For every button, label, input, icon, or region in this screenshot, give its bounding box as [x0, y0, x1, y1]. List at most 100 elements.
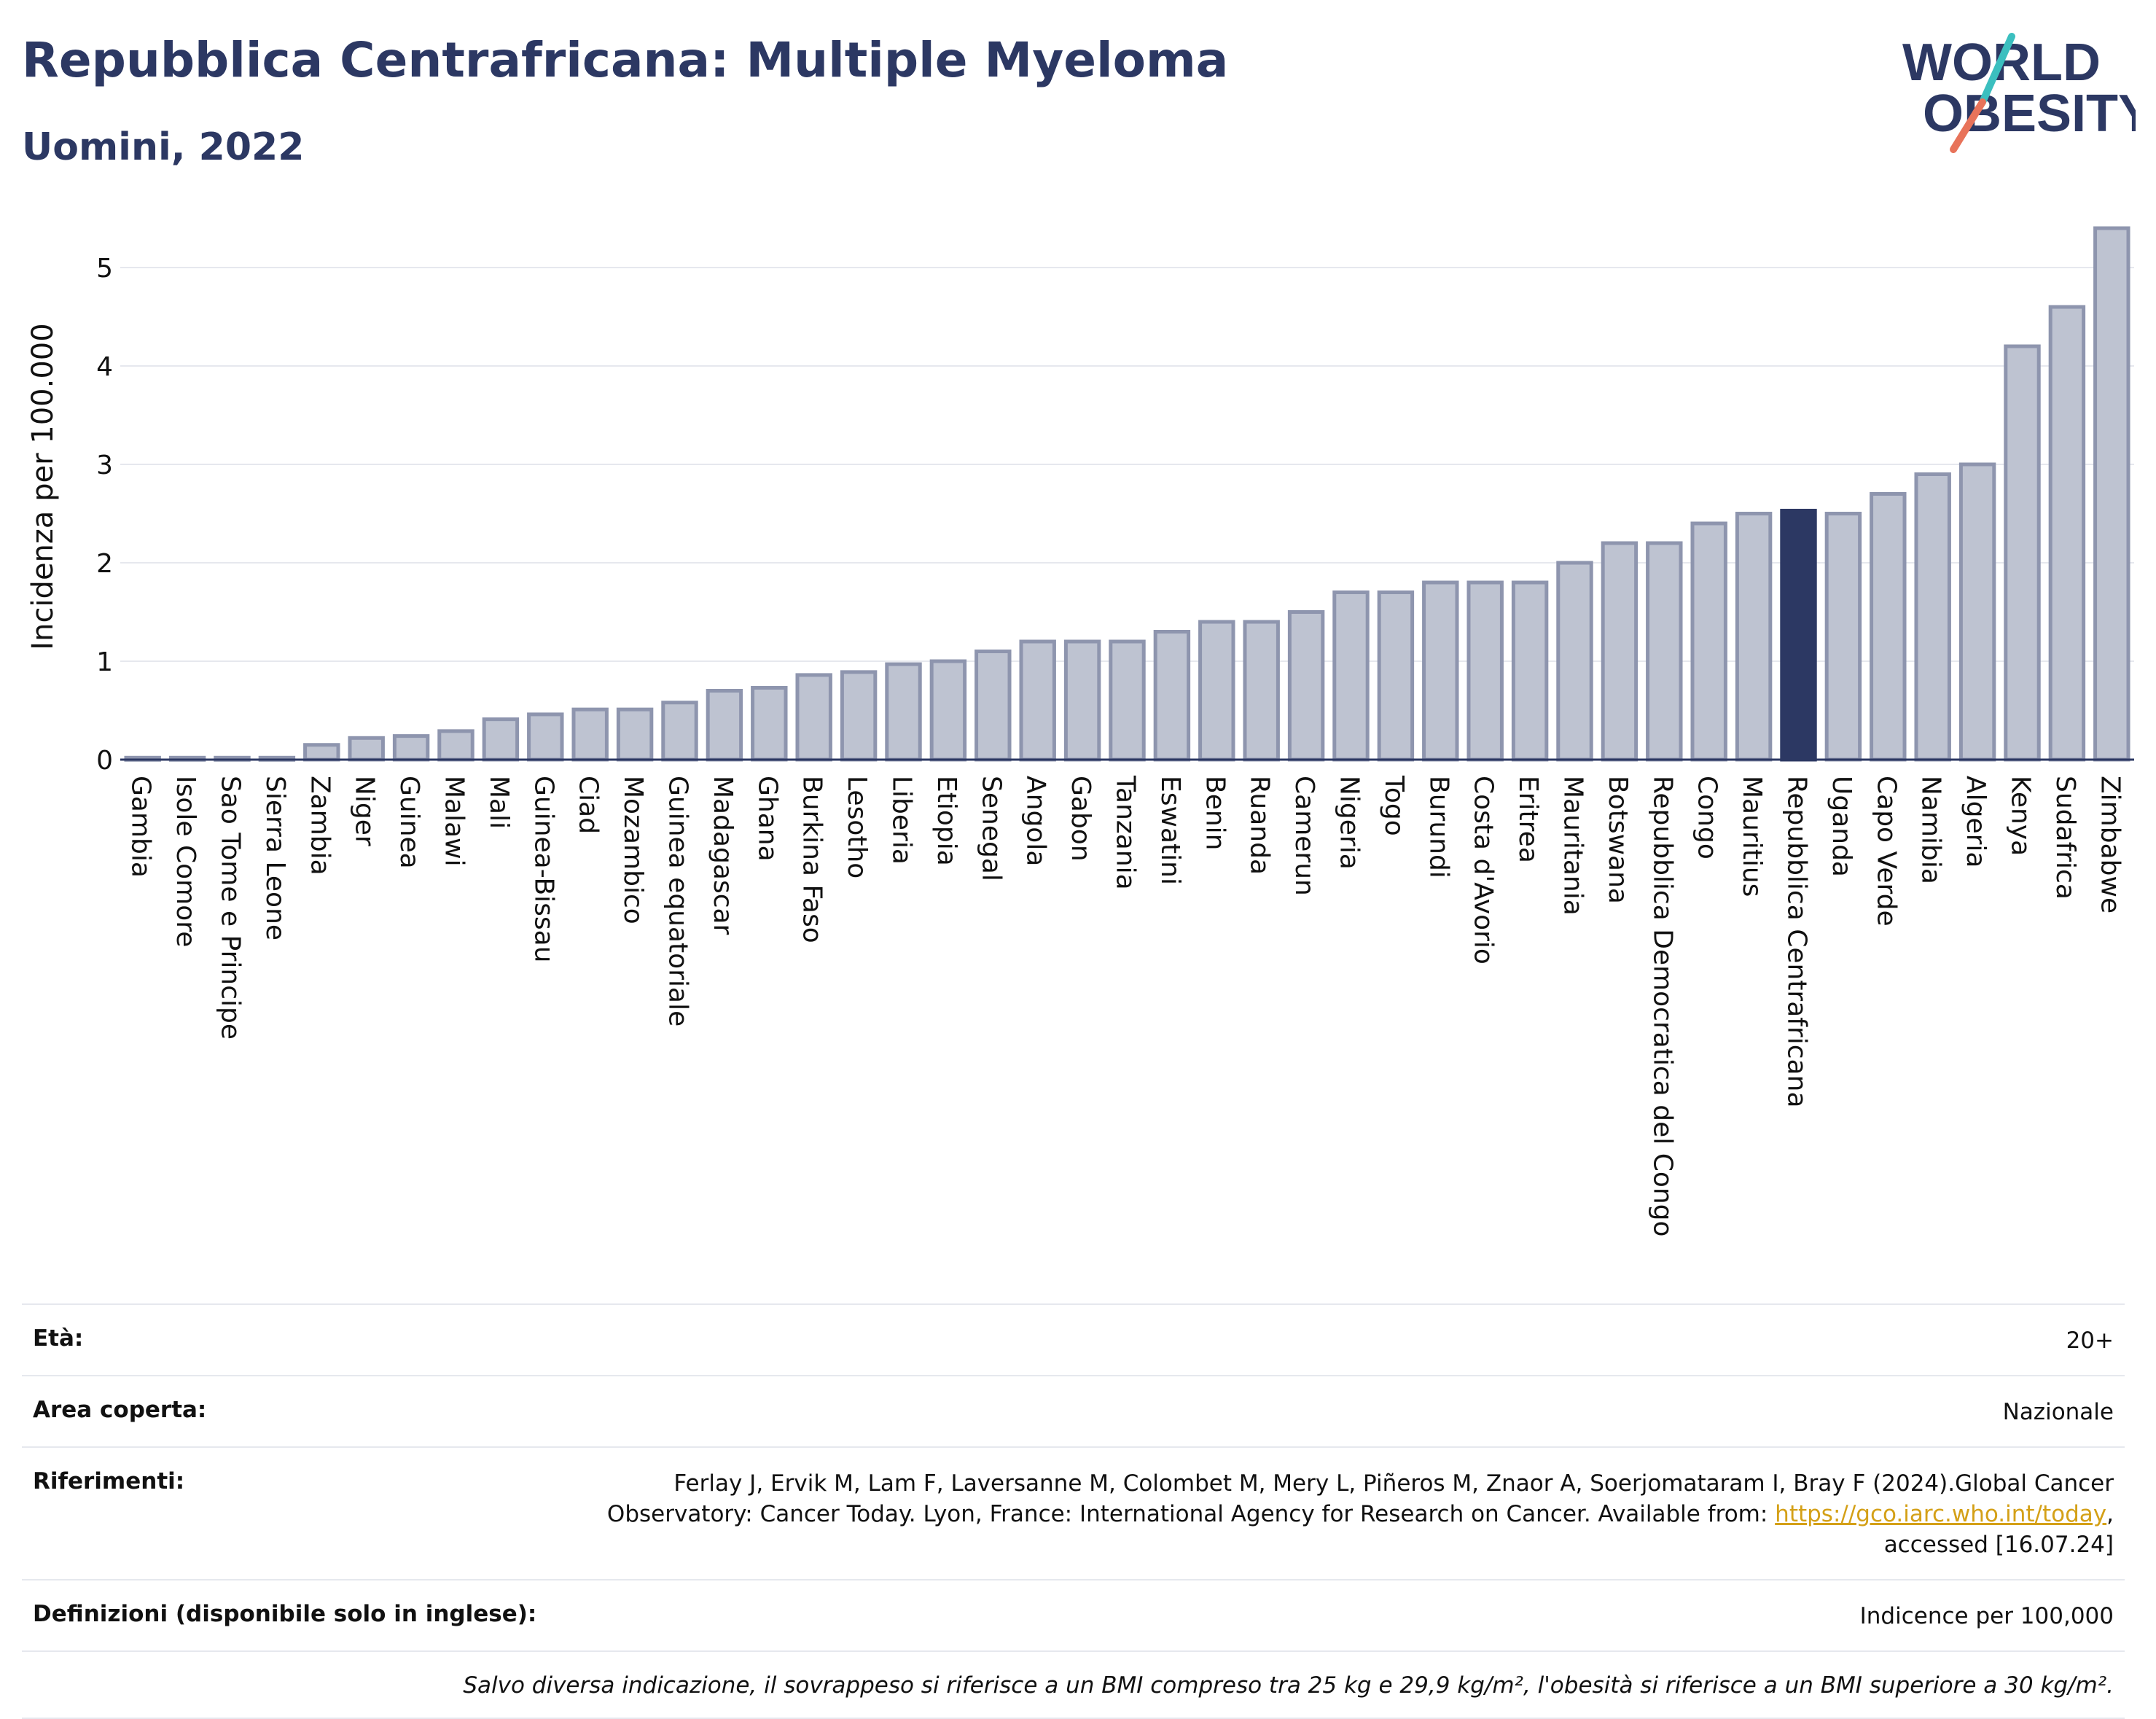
bar — [661, 701, 698, 762]
info-row-definitions: Definizioni (disponibile solo in inglese… — [22, 1579, 2125, 1650]
x-tick-label: Camerun — [1289, 776, 1319, 896]
x-axis-labels: Gambia Isole Comore Sao Tome e Principe Sie… — [126, 775, 2125, 1237]
y-tick-label: 0 — [96, 746, 113, 776]
bar — [885, 662, 922, 762]
bar-chart: 0 1 2 3 4 5 Gambia Isole Comore Sao Tome e Prin… — [26, 226, 2134, 1237]
bar — [1332, 590, 1370, 762]
bar — [1735, 512, 1773, 762]
x-tick-label: Repubblica Centrafricana — [1782, 776, 1812, 1108]
info-row-note: Salvo diversa indicazione, il sovrappeso… — [22, 1650, 2125, 1719]
x-tick-label: Lesotho — [842, 776, 872, 878]
x-tick-label: Eritrea — [1513, 776, 1543, 863]
references-link[interactable]: https://gco.iarc.who.int/today — [1775, 1501, 2107, 1527]
bar — [1824, 512, 1862, 762]
y-tick-label: 2 — [96, 549, 113, 579]
bar — [840, 670, 878, 762]
bar — [1511, 580, 1549, 762]
x-tick-label: Togo — [1379, 775, 1409, 836]
bar — [1466, 580, 1504, 762]
x-tick-label: Kenya — [2006, 776, 2036, 856]
logo-line2: OBESITY — [1923, 85, 2136, 143]
x-tick-label: Tanzania — [1111, 775, 1141, 890]
bar — [2048, 305, 2086, 762]
x-tick-label: Mali — [484, 776, 514, 829]
definitions-label: Definizioni (disponibile solo in inglese… — [33, 1601, 537, 1627]
references-line3: accessed [16.07.24] — [1883, 1532, 2114, 1558]
x-tick-label: Gambia — [126, 776, 156, 878]
bar — [1690, 521, 1727, 762]
bar — [1870, 492, 1907, 762]
bar — [1287, 610, 1325, 762]
bar — [1958, 462, 1996, 762]
references-line1: Ferlay J, Ervik M, Lam F, Laversanne M, … — [673, 1470, 2114, 1497]
bar — [2004, 344, 2041, 762]
x-tick-label: Ciad — [574, 776, 604, 834]
bar — [392, 734, 430, 762]
bar — [975, 650, 1012, 762]
x-tick-label: Ghana — [752, 776, 782, 862]
references-value: Ferlay J, Ervik M, Lam F, Laversanne M, … — [606, 1470, 2114, 1558]
x-tick-label: Gabon — [1066, 776, 1095, 862]
bar — [1377, 590, 1415, 762]
bar — [1243, 620, 1280, 762]
x-tick-label: Guinea-Bissau — [528, 776, 558, 963]
y-axis-label: Incidenza per 100.000 — [26, 323, 60, 650]
x-tick-label: Senegal — [976, 776, 1006, 881]
bar — [2093, 226, 2130, 762]
x-tick-label: Angola — [1021, 776, 1051, 866]
x-tick-label: Mozambico — [618, 776, 648, 924]
x-tick-label: Costa d'Avorio — [1469, 776, 1499, 964]
x-tick-label: Burundi — [1423, 776, 1453, 878]
bar-highlighted — [1780, 508, 1817, 762]
x-tick-label: Sao Tome e Principe — [216, 776, 246, 1040]
chart-title: Repubblica Centrafricana: Multiple Myelo… — [22, 32, 1229, 88]
bar — [1153, 630, 1191, 762]
x-tick-label: Sierra Leone — [260, 776, 290, 940]
x-tick-label: Guinea equatoriale — [663, 776, 693, 1026]
y-tick-label: 4 — [96, 352, 113, 382]
bar — [795, 673, 832, 762]
info-row-age: Età: 20+ — [22, 1303, 2125, 1375]
bar — [1063, 639, 1101, 762]
x-tick-label: Zimbabwe — [2095, 776, 2125, 913]
x-tick-label: Guinea — [394, 776, 424, 869]
bmi-note: Salvo diversa indicazione, il sovrappeso… — [463, 1672, 2114, 1699]
bar — [1198, 620, 1235, 762]
y-tick-label: 1 — [96, 647, 113, 677]
x-tick-label: Nigeria — [1335, 776, 1364, 870]
bar — [482, 717, 520, 762]
x-tick-label: Zambia — [305, 776, 335, 876]
x-tick-label: Eswatini — [1155, 776, 1185, 885]
x-tick-label: Benin — [1200, 776, 1230, 850]
x-tick-label: Sudafrica — [2050, 776, 2080, 900]
x-tick-label: Etiopia — [931, 776, 961, 866]
bar — [1601, 541, 1639, 762]
x-tick-label: Burkina Faso — [797, 776, 827, 943]
logo-slash-top — [1979, 33, 2015, 106]
definitions-value: Indicence per 100,000 — [1859, 1603, 2114, 1629]
x-tick-label: Repubblica Democratica del Congo — [1647, 776, 1677, 1237]
area-label: Area coperta: — [33, 1397, 207, 1423]
chart-subtitle: Uomini, 2022 — [22, 125, 305, 169]
world-obesity-logo: WORLD OBESITY — [1902, 33, 2136, 153]
x-tick-label: Madagascar — [708, 776, 738, 935]
info-table: Età: 20+ Area coperta: Nazionale Riferim… — [22, 1303, 2125, 1719]
x-tick-label: Mauritania — [1558, 776, 1588, 916]
x-tick-label: Algeria — [1961, 776, 1991, 868]
bar — [929, 659, 967, 762]
bar — [616, 707, 654, 762]
x-tick-label: Isole Comore — [171, 776, 200, 947]
bar — [437, 729, 474, 762]
references-line2: Observatory: Cancer Today. Lyon, France:… — [606, 1501, 1768, 1527]
bar — [751, 685, 788, 762]
x-tick-label: Namibia — [1916, 776, 1946, 884]
x-tick-label: Liberia — [887, 776, 917, 865]
y-tick-label: 3 — [96, 451, 113, 480]
x-tick-label: Capo Verde — [1871, 776, 1901, 927]
info-row-references: Riferimenti: Ferlay J, Ervik M, Lam F, L… — [22, 1446, 2125, 1579]
x-tick-label: Congo — [1692, 776, 1722, 860]
x-tick-label: Uganda — [1827, 776, 1856, 877]
x-tick-label: Mauritius — [1737, 776, 1767, 897]
y-tick-label: 5 — [96, 254, 113, 284]
area-value: Nazionale — [2002, 1399, 2114, 1425]
